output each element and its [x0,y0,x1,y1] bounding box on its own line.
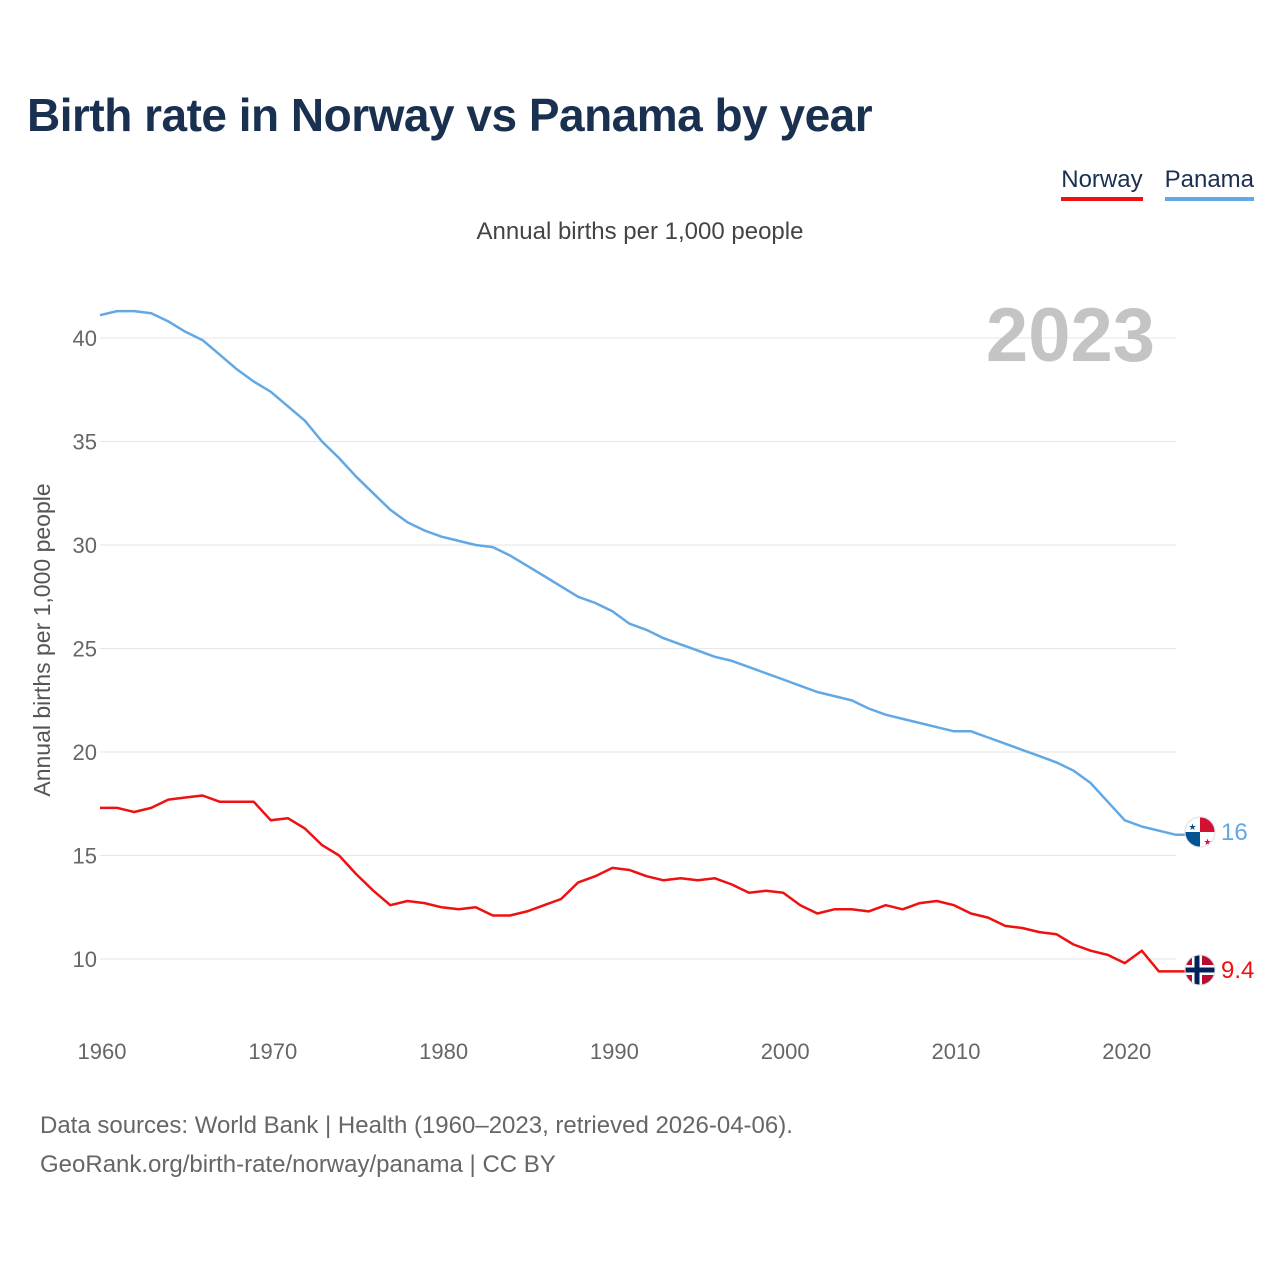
legend-item-panama[interactable]: Panama [1164,166,1254,201]
y-tick-label: 25 [73,637,97,662]
svg-text:★: ★ [1188,823,1196,833]
x-tick-label: 1960 [78,1039,127,1064]
panama-flag-icon: ★ ★ [1184,816,1216,848]
legend-item-norway[interactable]: Norway [1061,166,1143,201]
y-tick-label: 15 [73,844,97,869]
series-line-panama [99,309,1186,837]
footer-link[interactable]: GeoRank.org/birth-rate/norway/panama | C… [40,1151,556,1178]
y-axis-ticks: 10 15 20 25 30 35 40 [73,326,97,972]
x-tick-label: 2020 [1102,1039,1151,1064]
grid-lines [100,337,1176,960]
x-tick-label: 1970 [248,1039,297,1064]
chart-subtitle: Annual births per 1,000 people [476,218,804,245]
y-tick-label: 10 [73,947,97,972]
x-tick-label: 1980 [419,1039,468,1064]
x-tick-label: 1990 [590,1039,639,1064]
series-line-norway [100,794,1186,973]
year-watermark: 2023 [986,293,1155,378]
y-tick-label: 20 [73,740,97,765]
x-tick-label: 2010 [931,1039,980,1064]
y-tick-label: 40 [73,326,97,351]
chart-footer: Data sources: World Bank | Health (1960–… [40,1106,793,1184]
page-title: Birth rate in Norway vs Panama by year [27,89,873,141]
chart-legend: Norway Panama [1061,166,1254,201]
norway-flag-icon [1184,954,1216,986]
series-lines [99,309,1186,973]
x-tick-label: 2000 [761,1039,810,1064]
y-tick-label: 35 [73,430,97,455]
y-axis-label: Annual births per 1,000 people [29,483,55,796]
x-axis-ticks: 1960 1970 1980 1990 2000 2010 2020 [78,1039,1152,1064]
norway-end-value: 9.4 [1221,957,1254,984]
footer-sources: Data sources: World Bank | Health (1960–… [40,1112,793,1139]
svg-text:★: ★ [1203,838,1211,848]
y-tick-label: 30 [73,533,97,558]
panama-end-value: 16 [1221,819,1248,846]
